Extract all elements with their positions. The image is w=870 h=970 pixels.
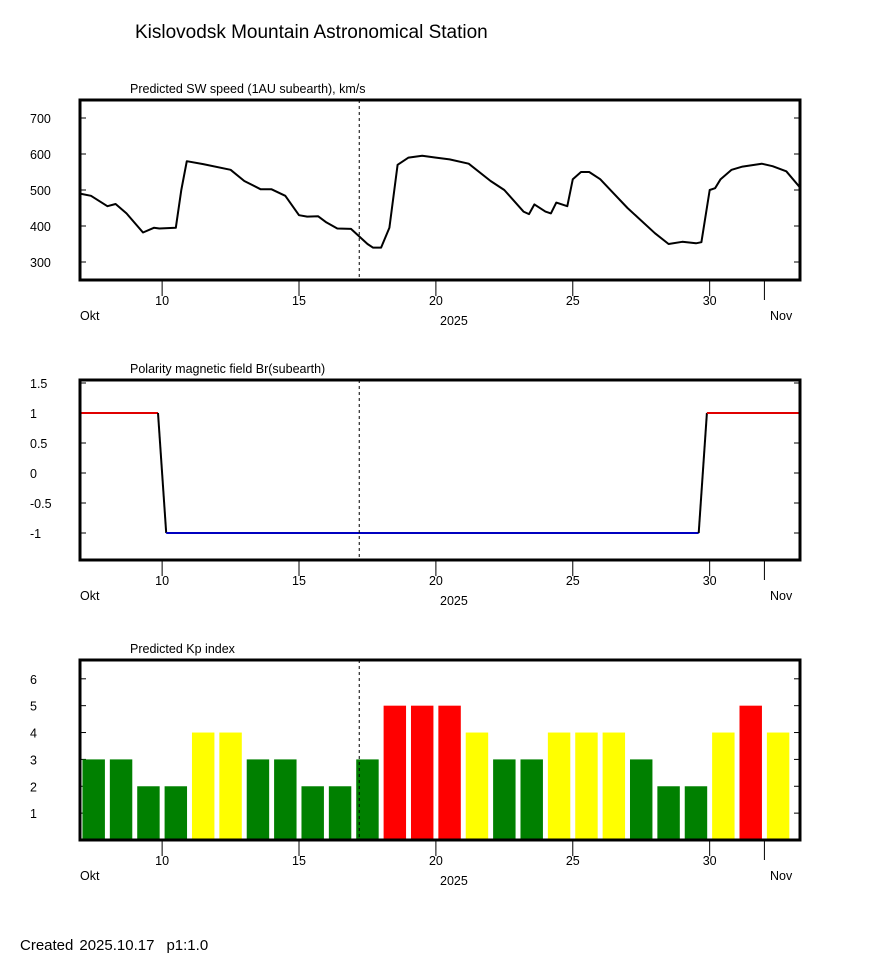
polarity-xtick-label: 25 — [566, 574, 580, 588]
kp-bar — [547, 732, 571, 840]
kp-bar — [82, 759, 105, 840]
kp-bar — [383, 705, 407, 840]
kp-bar — [219, 732, 242, 840]
kp-bar — [191, 732, 215, 840]
kp-xtick-label: 25 — [566, 854, 580, 868]
polarity-xtick-label: 20 — [429, 574, 443, 588]
polarity-xtick-label: 10 — [155, 574, 169, 588]
sw-title: Predicted SW speed (1AU subearth), km/s — [130, 82, 366, 96]
kp-xtick-label: 15 — [292, 854, 306, 868]
polarity-xtick-label: 15 — [292, 574, 306, 588]
sw-ytick-label: 500 — [30, 184, 51, 198]
polarity-ytick-label: -0.5 — [30, 497, 52, 511]
polarity-frame — [78, 378, 802, 562]
footer-created: Created 2025.10.17 p1:1.0 — [20, 937, 208, 954]
kp-bar — [328, 786, 352, 840]
kp-ytick-label: 3 — [30, 753, 37, 767]
kp-bar — [657, 786, 680, 840]
polarity-month-start: Okt — [80, 589, 100, 603]
sw-panel: Predicted SW speed (1AU subearth), km/s 3… — [30, 82, 802, 328]
created-label: Created — [20, 937, 73, 954]
kp-bar — [766, 732, 790, 840]
kp-bar — [137, 786, 160, 840]
kp-frame — [78, 658, 802, 842]
created-date: 2025.10.17 — [79, 937, 154, 954]
kp-bar — [356, 759, 379, 840]
kp-month-end: Nov — [770, 869, 793, 883]
polarity-series-transition — [697, 412, 708, 534]
polarity-ytick-label: 1 — [30, 407, 37, 421]
kp-bar — [274, 759, 297, 840]
page-title: Kislovodsk Mountain Astronomical Station — [135, 22, 488, 43]
sw-xtick-label: 15 — [292, 294, 306, 308]
sw-xtick-label: 25 — [566, 294, 580, 308]
kp-ytick-label: 6 — [30, 673, 37, 687]
kp-month-start: Okt — [80, 869, 100, 883]
polarity-ytick-label: 1.5 — [30, 377, 47, 391]
polarity-ytick-label: 0 — [30, 467, 37, 481]
polarity-month-end: Nov — [770, 589, 793, 603]
kp-xtick-label: 20 — [429, 854, 443, 868]
kp-bar — [465, 732, 489, 840]
sw-xtick-label: 10 — [155, 294, 169, 308]
polarity-title: Polarity magnetic field Br(subearth) — [130, 362, 325, 376]
sw-ytick-label: 400 — [30, 220, 51, 234]
kp-ytick-label: 1 — [30, 807, 37, 821]
kp-bar — [164, 786, 188, 840]
kp-year-label: 2025 — [440, 874, 468, 888]
sw-series-sw-speed — [79, 154, 801, 249]
polarity-series-transition — [157, 412, 168, 534]
kp-title: Predicted Kp index — [130, 642, 236, 656]
kp-xtick-label: 10 — [155, 854, 169, 868]
kp-bar — [712, 732, 735, 840]
kp-bar — [410, 705, 434, 840]
kp-bar — [684, 786, 708, 840]
kp-ytick-label: 2 — [30, 780, 37, 794]
sw-xtick-label: 20 — [429, 294, 443, 308]
polarity-ytick-label: 0.5 — [30, 437, 47, 451]
polarity-panel: Polarity magnetic field Br(subearth) 1.5 1… — [30, 362, 802, 608]
sw-year-label: 2025 — [440, 314, 468, 328]
sw-month-start: Okt — [80, 309, 100, 323]
kp-bar — [301, 786, 324, 840]
polarity-xtick-label: 30 — [703, 574, 717, 588]
sw-frame — [78, 98, 802, 282]
page-ref: p1:1.0 — [166, 937, 208, 954]
kp-ytick-label: 4 — [30, 727, 37, 741]
polarity-ytick-label: -1 — [30, 527, 41, 541]
kp-bar — [109, 759, 133, 840]
kp-bar — [575, 732, 598, 840]
kp-bar — [629, 759, 653, 840]
sw-month-end: Nov — [770, 309, 793, 323]
polarity-year-label: 2025 — [440, 594, 468, 608]
sw-ytick-label: 300 — [30, 256, 51, 270]
kp-bar — [246, 759, 270, 840]
kp-bar — [602, 732, 626, 840]
sw-xtick-label: 30 — [703, 294, 717, 308]
kp-bar — [438, 705, 461, 840]
sw-ytick-label: 600 — [30, 148, 51, 162]
sw-ytick-label: 700 — [30, 112, 51, 126]
kp-ytick-label: 5 — [30, 700, 37, 714]
kp-bar — [520, 759, 543, 840]
kp-bar — [493, 759, 516, 840]
kp-bar — [739, 705, 762, 840]
kp-xtick-label: 30 — [703, 854, 717, 868]
